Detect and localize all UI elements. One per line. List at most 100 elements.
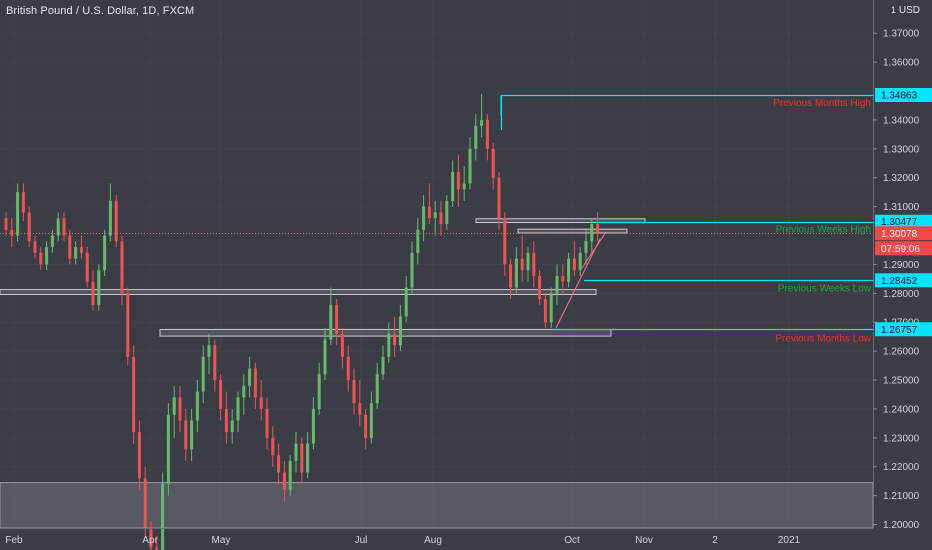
- candle-body: [259, 397, 263, 409]
- price-tick-label: 1.34000: [883, 115, 920, 126]
- annotation-label: Previous Months High: [773, 98, 871, 109]
- price-label-badge: [875, 241, 932, 256]
- candle-body: [114, 200, 118, 242]
- candle-body: [224, 408, 228, 433]
- candle-body: [584, 241, 588, 253]
- price-tick-label: 1.24000: [883, 404, 920, 415]
- time-tick-label: May: [212, 535, 231, 546]
- candle-body: [346, 356, 350, 381]
- candle-body: [74, 247, 78, 259]
- candle-body: [352, 380, 356, 404]
- candle-body: [567, 258, 571, 282]
- candle-body: [578, 252, 582, 271]
- price-tick-label: 1.22000: [883, 462, 920, 473]
- candle-body: [172, 397, 176, 415]
- time-axis[interactable]: Feb Apr May Jul Aug Oct Nov 2 2021: [0, 528, 873, 547]
- candle-body: [503, 218, 507, 265]
- candle-body: [294, 443, 298, 461]
- price-label-badge: [875, 322, 932, 337]
- candle-body: [79, 247, 83, 253]
- candle-body: [253, 368, 257, 398]
- support-resistance-zone: [517, 228, 628, 234]
- candle-body: [474, 125, 478, 149]
- candle-body: [497, 177, 501, 219]
- candle-body: [132, 356, 136, 433]
- candle-body: [514, 258, 518, 288]
- candle-body: [543, 299, 547, 323]
- candle-body: [572, 258, 576, 271]
- grid: [0, 0, 873, 528]
- candle-body: [219, 380, 223, 409]
- candle-body: [433, 212, 437, 219]
- candle-body: [248, 368, 252, 386]
- candle-body: [195, 391, 199, 421]
- candle-body: [416, 229, 420, 253]
- annotation-label: Previous Weeks Low: [778, 283, 872, 294]
- candle-body: [398, 316, 402, 346]
- candles: [4, 93, 600, 550]
- candle-body: [526, 252, 530, 271]
- candle-body: [184, 420, 188, 450]
- candle-body: [445, 200, 449, 224]
- candle-body: [480, 119, 484, 126]
- candle-body: [387, 333, 391, 357]
- candle-body: [364, 414, 368, 438]
- time-tick-label: Oct: [564, 535, 580, 546]
- candle-body: [375, 374, 379, 404]
- price-axis[interactable]: 1.37000 1.36000 1.34000 1.33000 1.32000 1.310…: [873, 0, 932, 550]
- price-label-text: 1.30078: [881, 229, 918, 240]
- candle-body: [590, 223, 594, 242]
- candle-body: [178, 397, 182, 421]
- price-label-badge: [875, 87, 932, 102]
- currency-label: USD: [898, 5, 920, 16]
- trend-line: [555, 238, 601, 329]
- time-tick-label: Nov: [635, 535, 653, 546]
- price-tick-label: 1.29000: [883, 260, 920, 271]
- candle-body: [323, 339, 327, 375]
- time-tick-label: Feb: [5, 535, 23, 546]
- price-tick-label: 1.20000: [883, 520, 920, 531]
- price-tick-label: 1.31000: [883, 202, 920, 213]
- candle-body: [236, 397, 240, 421]
- support-resistance-zone: [0, 482, 874, 529]
- support-resistance-zone: [0, 289, 597, 295]
- candle-body: [410, 252, 414, 288]
- candle-body: [561, 275, 565, 282]
- candle-body: [213, 345, 217, 381]
- currency-selector[interactable]: 1 USD: [891, 5, 920, 16]
- time-tick-label: 2: [712, 535, 718, 546]
- candle-body: [155, 547, 159, 550]
- candle-body: [21, 192, 25, 213]
- candle-body: [120, 241, 124, 294]
- candle-body: [201, 356, 205, 392]
- candle-body: [85, 252, 89, 282]
- trend-line: [581, 231, 607, 269]
- candle-body: [50, 235, 54, 248]
- candle-body: [68, 235, 72, 259]
- candle-body: [45, 247, 49, 265]
- candle-body: [149, 527, 153, 548]
- candle-body: [439, 212, 443, 224]
- price-tick-label: 1.23000: [883, 433, 920, 444]
- candle-body: [340, 333, 344, 357]
- price-label-text: 1.28452: [881, 276, 918, 287]
- candle-body: [300, 443, 304, 473]
- candle-body: [39, 252, 43, 265]
- levels: [0, 94, 873, 331]
- candle-body: [161, 484, 165, 550]
- price-label-badge: [875, 273, 932, 288]
- candle-body: [422, 206, 426, 230]
- annotation-label: Previous Months Low: [775, 333, 871, 344]
- price-tick-label: 1.25000: [883, 376, 920, 387]
- price-label-text: 07:59:06: [881, 244, 920, 255]
- candle-body: [596, 223, 600, 233]
- candle-body: [311, 408, 315, 444]
- candle-body: [190, 420, 194, 450]
- candle-body: [166, 414, 170, 485]
- candle-body: [427, 206, 431, 219]
- price-label-text: 1.34863: [881, 90, 918, 101]
- candle-body: [277, 455, 281, 473]
- candle-body: [381, 356, 385, 375]
